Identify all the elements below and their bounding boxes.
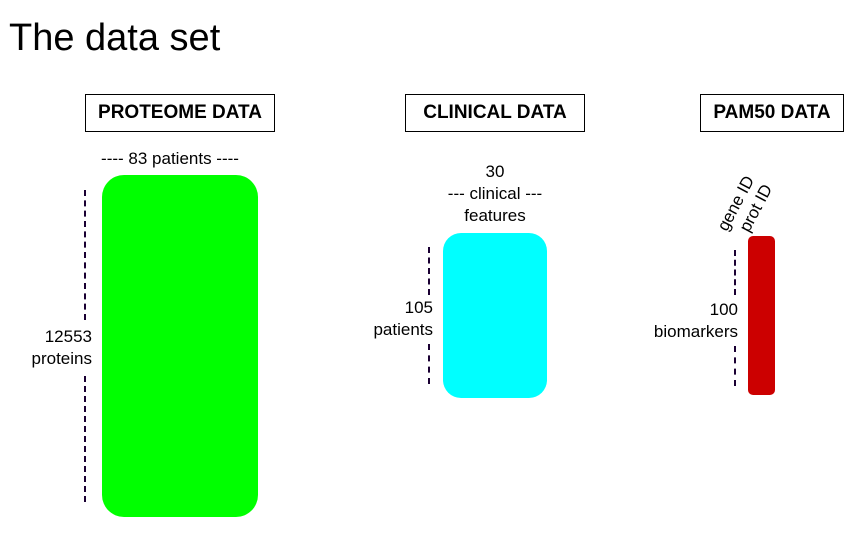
clinical-header: CLINICAL DATA <box>405 94 585 132</box>
proteome-rows-label: 12553 proteins <box>0 326 92 370</box>
pam50-rows-unit: biomarkers <box>653 322 738 341</box>
proteome-columns-label: ---- 83 patients ---- <box>101 149 239 168</box>
proteome-rows-bracket <box>84 190 86 320</box>
proteome-rows-count: 12553 <box>44 327 92 346</box>
pam50-rows-label: 100 biomarkers <box>630 299 738 343</box>
clinical-columns-unit: features <box>464 206 526 225</box>
clinical-rows-bracket <box>428 344 430 384</box>
clinical-rows-count: 105 <box>404 298 433 317</box>
pam50-rows-bracket <box>734 346 736 386</box>
pam50-header: PAM50 DATA <box>700 94 844 132</box>
clinical-columns-count: 30 <box>485 162 505 181</box>
pam50-rows-count: 100 <box>709 300 738 319</box>
clinical-rows-unit: patients <box>373 320 433 339</box>
proteome-data-block <box>102 175 258 517</box>
pam50-data-block <box>748 236 775 395</box>
clinical-columns-label: 30 --- clinical --- features <box>405 161 585 227</box>
clinical-rows-bracket <box>428 247 430 295</box>
proteome-rows-bracket <box>84 376 86 502</box>
clinical-columns-dashes: --- clinical --- <box>447 184 543 203</box>
pam50-rows-bracket <box>734 250 736 295</box>
proteome-header: PROTEOME DATA <box>85 94 275 132</box>
proteome-rows-unit: proteins <box>31 349 92 368</box>
clinical-data-block <box>443 233 547 398</box>
page-title: The data set <box>9 17 221 59</box>
clinical-rows-label: 105 patients <box>340 297 433 341</box>
